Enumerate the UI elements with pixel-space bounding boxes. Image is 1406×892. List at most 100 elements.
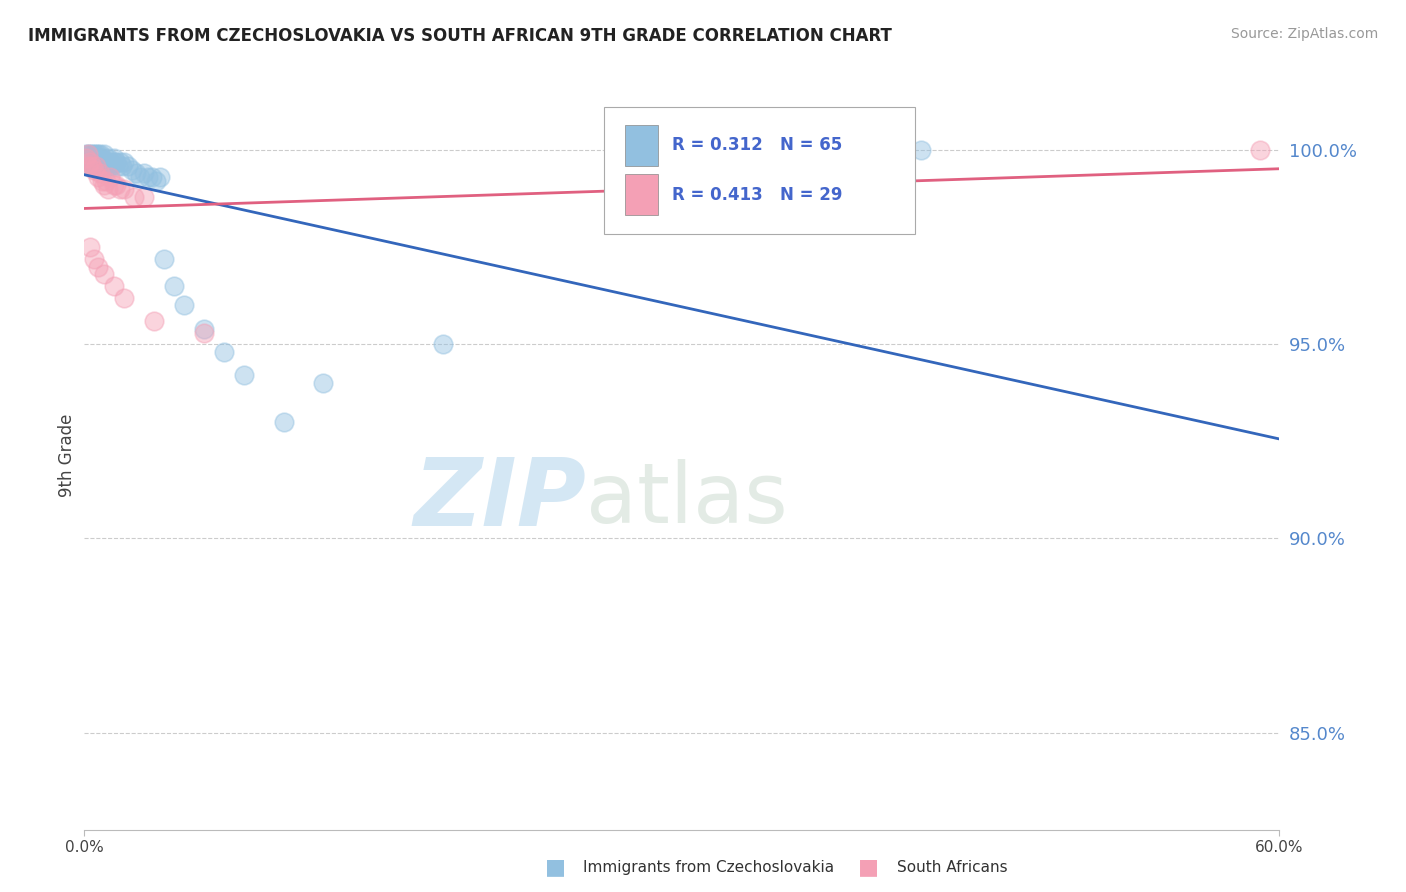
- Point: [153, 252, 176, 266]
- Point: [79, 154, 101, 169]
- Point: [91, 174, 114, 188]
- Point: [75, 147, 97, 161]
- Point: [132, 190, 156, 204]
- Point: [89, 151, 111, 165]
- Point: [93, 268, 115, 282]
- Text: R = 0.413   N = 29: R = 0.413 N = 29: [672, 186, 842, 204]
- Point: [83, 147, 105, 161]
- Point: [110, 154, 132, 169]
- Point: [87, 170, 110, 185]
- Point: [82, 151, 104, 165]
- Point: [87, 154, 110, 169]
- Point: [79, 154, 101, 169]
- Point: [91, 154, 114, 169]
- Text: ZIP: ZIP: [413, 454, 586, 546]
- Point: [105, 178, 128, 193]
- Point: [163, 279, 186, 293]
- Text: R = 0.312   N = 65: R = 0.312 N = 65: [672, 136, 842, 154]
- Point: [129, 170, 152, 185]
- Point: [97, 182, 120, 196]
- Point: [83, 151, 105, 165]
- Point: [103, 151, 125, 165]
- Point: [87, 147, 110, 161]
- Point: [110, 182, 132, 196]
- Text: South Africans: South Africans: [897, 860, 1008, 874]
- Point: [89, 147, 111, 161]
- Point: [86, 151, 108, 165]
- Point: [89, 159, 111, 173]
- Point: [87, 151, 110, 165]
- Point: [97, 151, 120, 165]
- Point: [105, 154, 128, 169]
- Point: [86, 154, 108, 169]
- Text: atlas: atlas: [586, 459, 787, 541]
- Point: [212, 345, 235, 359]
- Point: [83, 154, 105, 169]
- Point: [82, 159, 104, 173]
- Point: [98, 170, 121, 185]
- Point: [132, 166, 156, 180]
- Point: [98, 154, 121, 169]
- Point: [83, 162, 105, 177]
- Text: ■: ■: [546, 857, 565, 877]
- Text: IMMIGRANTS FROM CZECHOSLOVAKIA VS SOUTH AFRICAN 9TH GRADE CORRELATION CHART: IMMIGRANTS FROM CZECHOSLOVAKIA VS SOUTH …: [28, 27, 891, 45]
- Point: [77, 159, 100, 173]
- Point: [83, 252, 105, 266]
- Point: [145, 174, 167, 188]
- Point: [89, 154, 111, 169]
- Point: [98, 159, 121, 173]
- Point: [107, 159, 129, 173]
- Point: [93, 159, 115, 173]
- Point: [432, 337, 454, 351]
- Point: [121, 162, 143, 177]
- Point: [79, 240, 101, 254]
- Point: [910, 143, 932, 157]
- Point: [101, 159, 124, 173]
- Text: ■: ■: [859, 857, 879, 877]
- FancyBboxPatch shape: [605, 106, 915, 234]
- Point: [89, 166, 111, 180]
- Point: [122, 190, 145, 204]
- Bar: [624, 174, 658, 215]
- Text: Source: ZipAtlas.com: Source: ZipAtlas.com: [1230, 27, 1378, 41]
- Point: [103, 279, 125, 293]
- Point: [312, 376, 335, 390]
- Point: [103, 154, 125, 169]
- Point: [87, 159, 110, 173]
- Point: [93, 178, 115, 193]
- Point: [96, 159, 118, 173]
- Point: [117, 159, 139, 173]
- Point: [103, 178, 125, 193]
- Point: [193, 326, 215, 340]
- Point: [87, 260, 110, 274]
- Point: [96, 154, 118, 169]
- Point: [93, 147, 115, 161]
- Point: [111, 159, 134, 173]
- Y-axis label: 9th Grade: 9th Grade: [58, 413, 76, 497]
- Point: [193, 322, 215, 336]
- Point: [232, 368, 254, 383]
- Point: [77, 159, 100, 173]
- Point: [96, 174, 118, 188]
- Point: [79, 151, 101, 165]
- Point: [112, 154, 135, 169]
- Point: [173, 298, 195, 312]
- Point: [82, 147, 104, 161]
- Point: [91, 151, 114, 165]
- Point: [93, 154, 115, 169]
- Point: [75, 151, 97, 165]
- Point: [149, 170, 172, 185]
- Point: [86, 147, 108, 161]
- Point: [112, 182, 135, 196]
- Point: [79, 147, 101, 161]
- Point: [125, 166, 148, 180]
- Point: [141, 170, 163, 185]
- Point: [86, 159, 108, 173]
- Point: [83, 159, 105, 173]
- Point: [97, 159, 120, 173]
- Point: [77, 151, 100, 165]
- Point: [75, 154, 97, 169]
- Point: [143, 314, 166, 328]
- Point: [77, 147, 100, 161]
- Text: Immigrants from Czechoslovakia: Immigrants from Czechoslovakia: [583, 860, 835, 874]
